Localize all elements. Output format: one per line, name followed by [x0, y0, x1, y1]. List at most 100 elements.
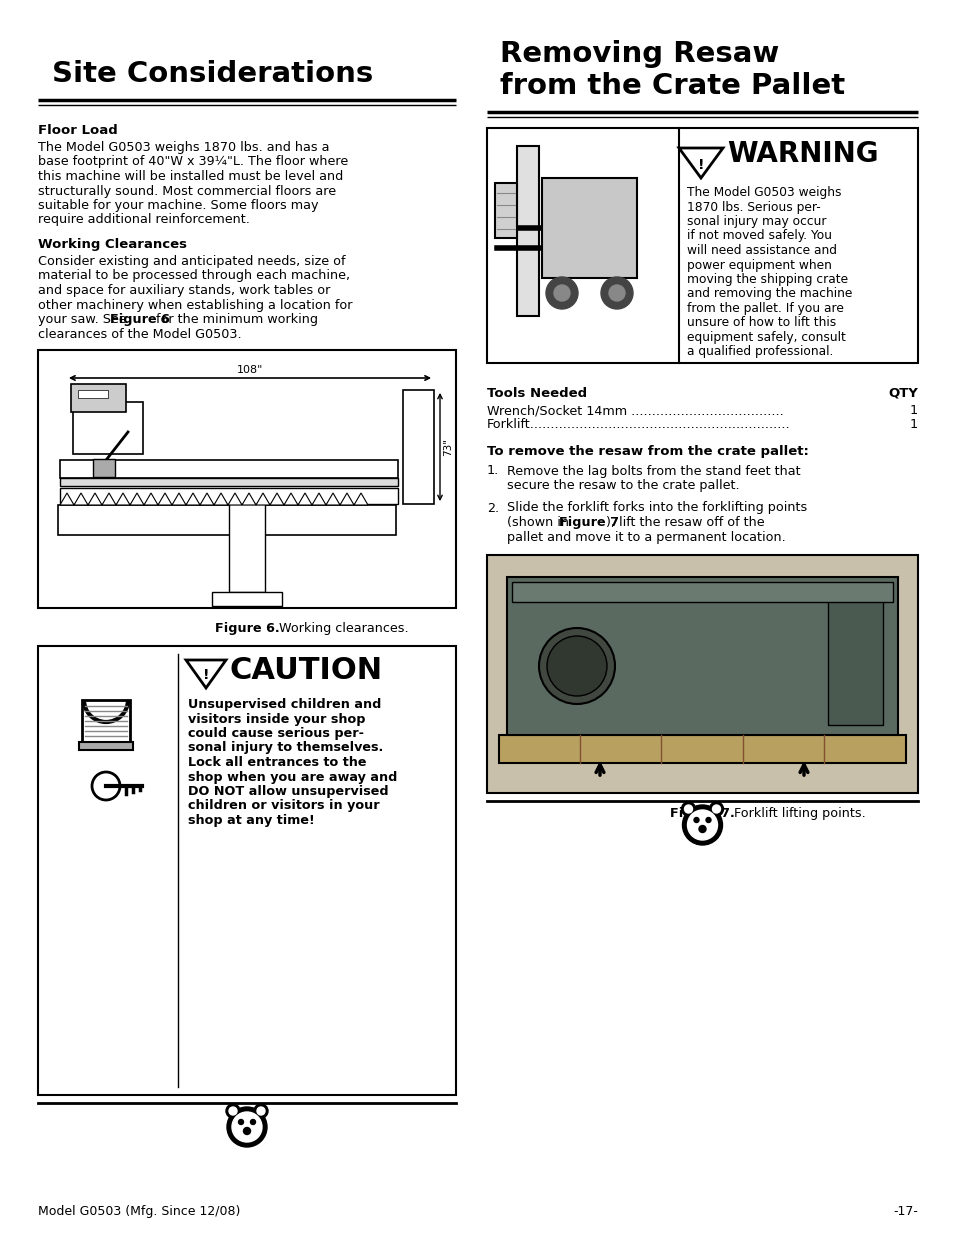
Text: moving the shipping crate: moving the shipping crate [686, 273, 847, 287]
Text: 1.: 1. [486, 464, 498, 478]
Text: require additional reinforcement.: require additional reinforcement. [38, 214, 250, 226]
Text: 2.: 2. [486, 501, 498, 515]
Polygon shape [339, 493, 354, 505]
Text: material to be processed through each machine,: material to be processed through each ma… [38, 269, 350, 283]
Polygon shape [213, 493, 228, 505]
Bar [486, 555, 917, 793]
Circle shape [232, 1112, 262, 1142]
Circle shape [681, 805, 721, 845]
Polygon shape [679, 148, 722, 178]
Polygon shape [312, 493, 326, 505]
Polygon shape [354, 493, 368, 505]
Circle shape [238, 1119, 243, 1125]
Circle shape [699, 825, 705, 832]
Text: Figure 7: Figure 7 [558, 516, 618, 529]
Circle shape [687, 810, 717, 840]
Text: clearances of the Model G0503.: clearances of the Model G0503. [38, 327, 241, 341]
Circle shape [693, 818, 699, 823]
Text: could cause serious per-: could cause serious per- [188, 727, 364, 740]
Text: QTY: QTY [887, 387, 917, 400]
Text: shop at any time!: shop at any time! [188, 814, 314, 827]
Bar [498, 735, 905, 763]
Text: The Model G0503 weighs: The Model G0503 weighs [686, 186, 841, 199]
Bar [512, 582, 892, 601]
Circle shape [600, 277, 633, 309]
Bar [60, 459, 397, 478]
Bar [58, 505, 395, 535]
Text: will need assistance and: will need assistance and [686, 245, 836, 257]
Text: if not moved safely. You: if not moved safely. You [686, 230, 831, 242]
Text: Consider existing and anticipated needs, size of: Consider existing and anticipated needs,… [38, 254, 345, 268]
Circle shape [243, 1128, 251, 1135]
Circle shape [709, 802, 722, 816]
Bar [506, 577, 897, 735]
Text: CAUTION: CAUTION [230, 656, 383, 685]
Text: Remove the lag bolts from the stand feet that: Remove the lag bolts from the stand feet… [506, 464, 800, 478]
Text: base footprint of 40"W x 39¼"L. The floor where: base footprint of 40"W x 39¼"L. The floo… [38, 156, 348, 168]
Circle shape [554, 285, 569, 301]
Polygon shape [172, 493, 186, 505]
Text: equipment safely, consult: equipment safely, consult [686, 331, 845, 345]
Polygon shape [116, 493, 130, 505]
Polygon shape [88, 493, 102, 505]
Circle shape [546, 636, 606, 697]
Polygon shape [242, 493, 255, 505]
Bar [78, 390, 108, 398]
Bar [38, 350, 456, 608]
Polygon shape [130, 493, 144, 505]
Text: Lock all entrances to the: Lock all entrances to the [188, 756, 366, 769]
Bar [82, 700, 130, 742]
Text: Wrench/Socket 14mm .....................................: Wrench/Socket 14mm .....................… [486, 404, 783, 417]
Polygon shape [60, 493, 74, 505]
Circle shape [256, 1107, 265, 1115]
Circle shape [705, 818, 710, 823]
Bar [60, 478, 397, 487]
Bar [541, 178, 637, 278]
Text: Tools Needed: Tools Needed [486, 387, 586, 400]
Text: To remove the resaw from the crate pallet:: To remove the resaw from the crate palle… [486, 445, 808, 457]
Text: Figure 6.: Figure 6. [214, 622, 279, 635]
Polygon shape [74, 493, 88, 505]
Bar [79, 742, 132, 750]
Text: 108": 108" [236, 366, 263, 375]
Polygon shape [186, 659, 226, 688]
Text: Forklift...............................................................: Forklift................................… [486, 419, 790, 431]
Circle shape [226, 1104, 240, 1118]
Text: sonal injury may occur: sonal injury may occur [686, 215, 825, 228]
Text: and space for auxiliary stands, work tables or: and space for auxiliary stands, work tab… [38, 284, 330, 296]
Text: Site Considerations: Site Considerations [52, 61, 373, 88]
Text: suitable for your machine. Some floors may: suitable for your machine. Some floors m… [38, 199, 318, 212]
Bar [827, 587, 882, 725]
Text: Unsupervised children and: Unsupervised children and [188, 698, 381, 711]
Polygon shape [284, 493, 297, 505]
Text: a qualified professional.: a qualified professional. [686, 346, 833, 358]
Text: DO NOT allow unsupervised: DO NOT allow unsupervised [188, 785, 388, 798]
Text: Model G0503 (Mfg. Since 12/08): Model G0503 (Mfg. Since 12/08) [38, 1205, 240, 1218]
Text: 1: 1 [909, 419, 917, 431]
Circle shape [251, 1119, 255, 1125]
Polygon shape [255, 493, 270, 505]
Circle shape [227, 1107, 267, 1147]
Bar [92, 459, 115, 477]
Bar [38, 646, 456, 1095]
Circle shape [229, 1107, 236, 1115]
Text: Slide the forklift forks into the forklifting points: Slide the forklift forks into the forkli… [506, 501, 806, 515]
Text: for the minimum working: for the minimum working [152, 312, 317, 326]
Text: your saw. See: your saw. See [38, 312, 131, 326]
Text: Figure 7.: Figure 7. [669, 806, 734, 820]
Text: 1: 1 [909, 404, 917, 417]
Polygon shape [270, 493, 284, 505]
Text: shop when you are away and: shop when you are away and [188, 771, 397, 783]
Bar [60, 488, 397, 504]
Bar [402, 390, 434, 504]
Polygon shape [200, 493, 213, 505]
Text: visitors inside your shop: visitors inside your shop [188, 713, 365, 725]
Text: Floor Load: Floor Load [38, 124, 117, 137]
Text: Figure 6: Figure 6 [110, 312, 170, 326]
Circle shape [684, 805, 692, 813]
Text: ), lift the resaw off of the: ), lift the resaw off of the [605, 516, 763, 529]
Circle shape [712, 805, 720, 813]
Polygon shape [326, 493, 339, 505]
Text: -17-: -17- [892, 1205, 917, 1218]
Bar [495, 183, 517, 238]
